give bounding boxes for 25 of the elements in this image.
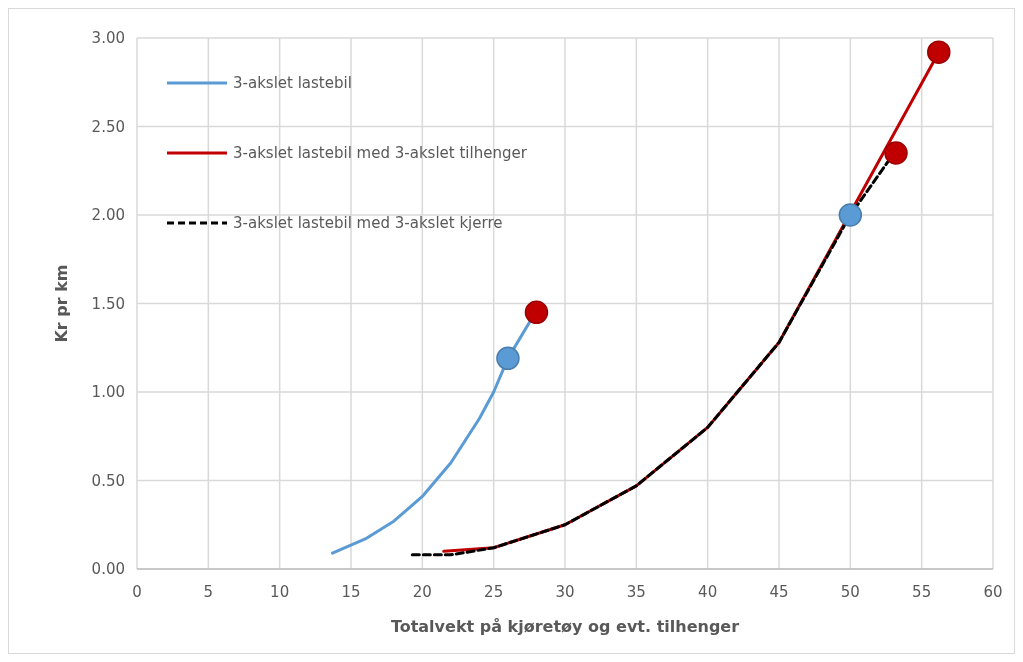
- y-axis-title: Kr pr km: [52, 264, 71, 343]
- y-tick-label: 3.00: [91, 29, 125, 48]
- legend-label: 3-akslet lastebil: [233, 74, 352, 93]
- legend-label: 3-akslet lastebil med 3-akslet kjerre: [233, 214, 503, 233]
- y-tick-label: 1.50: [91, 294, 125, 313]
- x-tick-label: 55: [912, 583, 932, 601]
- x-tick-label: 35: [626, 583, 646, 601]
- legend-label: 3-akslet lastebil med 3-akslet tilhenger: [233, 144, 528, 163]
- x-tick-label: 5: [203, 583, 214, 601]
- x-tick-label: 0: [132, 583, 142, 601]
- x-tick-label: 50: [840, 583, 860, 601]
- x-tick-label: 25: [484, 583, 504, 601]
- x-tick-label: 10: [270, 583, 290, 601]
- y-tick-label: 1.00: [91, 383, 125, 402]
- y-tick-label: 0.50: [91, 471, 125, 490]
- x-tick-label: 60: [983, 583, 1003, 601]
- x-tick-label: 45: [769, 583, 789, 601]
- x-tick-label: 15: [341, 583, 361, 601]
- x-tick-label: 20: [412, 583, 432, 601]
- y-tick-label: 0.00: [91, 560, 125, 579]
- x-tick-label: 30: [555, 583, 575, 601]
- y-tick-label: 2.50: [91, 117, 125, 136]
- y-tick-label: 2.00: [91, 206, 125, 225]
- x-axis-title: Totalvekt på kjøretøy og evt. tilhenger: [390, 617, 740, 636]
- x-tick-label: 40: [698, 583, 718, 601]
